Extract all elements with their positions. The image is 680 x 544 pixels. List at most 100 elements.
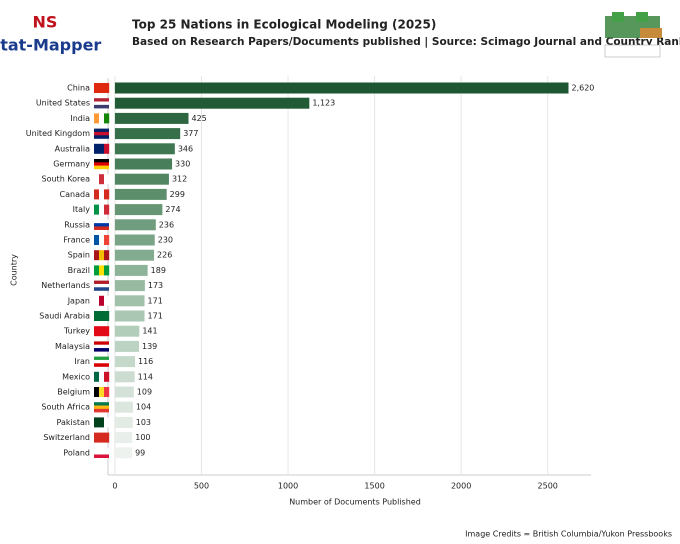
flag [94, 417, 110, 428]
flag-stripe [104, 432, 110, 443]
flag [94, 219, 109, 230]
flag-stripe [94, 417, 100, 428]
y-tick-label: Switzerland [43, 433, 90, 442]
flag-stripe [99, 371, 105, 382]
bar [114, 432, 133, 444]
bar [114, 264, 148, 276]
y-tick-label: Spain [68, 251, 90, 260]
bar [114, 204, 163, 216]
bar [114, 97, 310, 109]
value-label: 114 [138, 372, 153, 381]
flag-stripe [94, 341, 109, 345]
bar [114, 143, 175, 155]
bar [114, 219, 156, 231]
value-label: 171 [148, 296, 163, 305]
y-tick-label: South Africa [41, 403, 90, 412]
flag-stripe [94, 387, 100, 397]
flag-stripe [94, 371, 100, 382]
flag-stripe [94, 356, 109, 361]
flag-stripe [99, 83, 105, 93]
flag [94, 235, 110, 245]
flag [94, 128, 109, 139]
bar [114, 188, 167, 200]
bar [114, 295, 145, 307]
flag [94, 341, 109, 352]
flag-stripe [104, 189, 110, 200]
flag-stripe [94, 104, 109, 109]
flag-stripe [94, 189, 100, 200]
value-label: 312 [172, 175, 187, 184]
y-tick-label: Belgium [57, 388, 90, 397]
flag-stripe [94, 83, 100, 93]
bar [114, 386, 134, 398]
flag-stripe [94, 359, 109, 364]
value-label: 425 [192, 114, 207, 123]
y-tick-label: Turkey [63, 327, 90, 336]
value-label: 274 [165, 205, 180, 214]
flag-stripe [94, 283, 109, 288]
value-label: 346 [178, 144, 193, 153]
y-tick-label: United States [36, 99, 90, 108]
y-tick-label: Australia [55, 144, 90, 153]
flag-stripe [94, 98, 109, 102]
flag-stripe [104, 250, 110, 261]
value-label: 236 [159, 220, 174, 229]
value-label: 141 [142, 327, 157, 336]
chart-title: Top 25 Nations in Ecological Modeling (2… [132, 18, 436, 32]
flag-stripe [94, 447, 109, 452]
bar [114, 158, 173, 170]
flag [94, 311, 110, 321]
y-tick-label: Japan [67, 296, 90, 305]
flag-stripe [94, 165, 109, 170]
y-tick-label: Malaysia [55, 342, 90, 351]
value-label: 299 [170, 190, 185, 199]
flag-stripe [94, 250, 100, 261]
flag-stripe [94, 432, 100, 443]
flag-stripe [94, 265, 100, 276]
flag-stripe [99, 235, 105, 245]
value-label: 226 [157, 251, 172, 260]
flag-stripe [94, 363, 109, 367]
flag-stripe [94, 348, 109, 352]
bar [114, 310, 145, 322]
flag [94, 356, 109, 367]
flag [94, 113, 110, 124]
flag-stripe [99, 250, 105, 261]
flag-stripe [104, 265, 110, 276]
y-tick-label: Netherlands [41, 281, 90, 290]
flag [94, 447, 109, 458]
x-tick-label: 0 [112, 482, 117, 491]
value-label: 109 [137, 388, 152, 397]
y-tick-label: China [67, 84, 90, 93]
bar [114, 447, 133, 459]
bar [114, 234, 155, 246]
flag-stripe [99, 387, 105, 397]
y-tick-label: Germany [53, 160, 90, 169]
flag-stripe [94, 226, 109, 230]
value-label: 330 [175, 160, 190, 169]
y-tick-label: Italy [73, 205, 91, 214]
value-label: 139 [142, 342, 157, 351]
y-tick-label: South Korea [42, 175, 91, 184]
y-tick-label: United Kingdom [26, 129, 90, 138]
flag [94, 83, 110, 93]
value-label: 103 [136, 418, 151, 427]
value-label: 189 [151, 266, 166, 275]
value-label: 1,123 [312, 99, 335, 108]
y-tick-label: Brazil [68, 266, 90, 275]
bar [114, 401, 133, 413]
y-tick-label: Saudi Arabia [39, 312, 90, 321]
flag-stripe [104, 204, 110, 215]
flag-stripe [104, 83, 110, 93]
flag-stripe [99, 295, 105, 306]
y-tick-label: Russia [64, 220, 90, 229]
flag [94, 159, 109, 170]
logo-text: Stat-Mapper [0, 36, 101, 55]
flag [94, 387, 110, 397]
flag-stripe [94, 135, 109, 139]
corner-logo [604, 12, 662, 58]
flag-stripe [94, 204, 100, 215]
flag-stripe [99, 204, 105, 215]
bar [114, 280, 145, 292]
flag-stripe [94, 451, 109, 455]
